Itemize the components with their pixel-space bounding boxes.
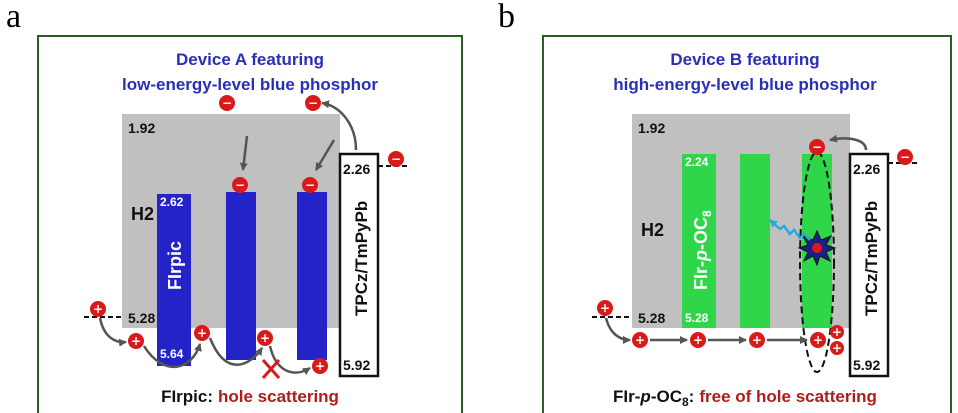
- hole: +: [749, 332, 765, 348]
- etl-homo-label: 5.92: [853, 357, 880, 373]
- electron: −: [232, 177, 248, 193]
- hole-scatter-arrow: [268, 345, 311, 376]
- svg-text:+: +: [693, 333, 703, 347]
- green-bar-2: [740, 154, 770, 328]
- etl-vertical-label: TPCz/TmPyPb: [862, 201, 881, 316]
- electron: −: [305, 95, 321, 111]
- firpic-bar: [157, 194, 191, 366]
- blue-bar-2: [226, 192, 256, 360]
- svg-text:−: −: [812, 140, 822, 154]
- svg-text:−: −: [900, 150, 910, 164]
- svg-text:+: +: [600, 301, 610, 315]
- hole: +: [128, 333, 144, 349]
- svg-text:−: −: [305, 178, 315, 192]
- hole: +: [690, 332, 706, 348]
- svg-text:+: +: [752, 333, 762, 347]
- firpic-vertical-label: FIrpic: [165, 241, 185, 290]
- panel-b-caption: FIr-p-OC8: free of hole scattering: [613, 387, 877, 409]
- hole: +: [830, 341, 844, 355]
- svg-text:+: +: [832, 341, 842, 355]
- etl-lumo-label: 2.26: [343, 161, 370, 177]
- blocked-cross-icon: [261, 359, 281, 379]
- svg-text:+: +: [197, 326, 207, 340]
- panel-a-caption: FIrpic: hole scattering: [161, 387, 339, 406]
- host-homo-top-label: 1.92: [128, 120, 155, 136]
- host-label: H2: [641, 220, 664, 240]
- panel-a-title-line1: Device A featuring: [176, 50, 324, 69]
- recombination-zone-ellipse: [799, 151, 835, 373]
- svg-text:−: −: [235, 178, 245, 192]
- hole: +: [194, 325, 210, 341]
- svg-text:+: +: [131, 334, 141, 348]
- hole-transfer-arrow: [98, 317, 127, 347]
- electron-drop-arrow: [239, 135, 249, 171]
- hole: +: [632, 332, 648, 348]
- electron-transfer-arrow: [829, 134, 868, 151]
- firpoc8-bar: [682, 154, 716, 328]
- svg-text:+: +: [832, 325, 842, 339]
- hole-scatter-arrow: [142, 343, 202, 368]
- firpic-homo-label: 5.64: [160, 347, 184, 361]
- hole: +: [312, 358, 328, 374]
- electron: −: [302, 177, 318, 193]
- electron: −: [219, 95, 235, 111]
- hole: +: [830, 325, 844, 339]
- svg-text:+: +: [315, 359, 325, 373]
- electron-drop-arrow: [314, 139, 336, 171]
- panel-b: Device B featuring high-energy-level blu…: [542, 35, 952, 413]
- hole-scatter-arrow: [208, 337, 264, 366]
- electron: −: [809, 139, 825, 155]
- etl-box: [338, 152, 380, 378]
- firpoc8-lumo-label: 2.24: [685, 155, 709, 169]
- firpic-lumo-label: 2.62: [160, 195, 184, 209]
- panel-letter-a: a: [6, 0, 22, 35]
- hole-transfer-arrow: [604, 317, 631, 344]
- svg-text:+: +: [813, 333, 823, 347]
- svg-text:+: +: [260, 331, 270, 345]
- host-homo-bottom-label: 5.28: [638, 310, 665, 326]
- etl-homo-label: 5.92: [343, 357, 370, 373]
- panel-a-title-line2: low-energy-level blue phosphor: [122, 75, 378, 94]
- emission-wave-arrow: [769, 219, 811, 241]
- electron-transfer-arrow: [321, 100, 358, 151]
- electron: −: [897, 149, 913, 165]
- etl-box: [848, 152, 890, 378]
- panel-a: Device A featuring low-energy-level blue…: [37, 35, 463, 413]
- svg-text:−: −: [391, 152, 401, 166]
- hole: +: [257, 330, 273, 346]
- host-label: H2: [131, 204, 154, 224]
- panel-letter-b: b: [498, 0, 515, 35]
- svg-text:−: −: [308, 96, 318, 110]
- hole: +: [810, 332, 826, 348]
- svg-text:+: +: [93, 302, 103, 316]
- panel-b-title-line1: Device B featuring: [670, 50, 819, 69]
- svg-text:−: −: [222, 96, 232, 110]
- etl-lumo-label: 2.26: [853, 161, 880, 177]
- hole: +: [90, 301, 106, 317]
- panel-b-title-line2: high-energy-level blue phosphor: [613, 75, 877, 94]
- host-homo-top-label: 1.92: [638, 120, 665, 136]
- electron: −: [388, 151, 404, 167]
- etl-vertical-label: TPCz/TmPyPb: [352, 201, 371, 316]
- exciton-core: [812, 243, 822, 253]
- firpoc8-vertical-label: FIr-p-OC8: [691, 210, 714, 290]
- svg-text:+: +: [635, 333, 645, 347]
- firpoc8-homo-label: 5.28: [685, 311, 709, 325]
- host-homo-bottom-label: 5.28: [128, 310, 155, 326]
- hole: +: [597, 300, 613, 316]
- blue-bar-3: [297, 192, 327, 360]
